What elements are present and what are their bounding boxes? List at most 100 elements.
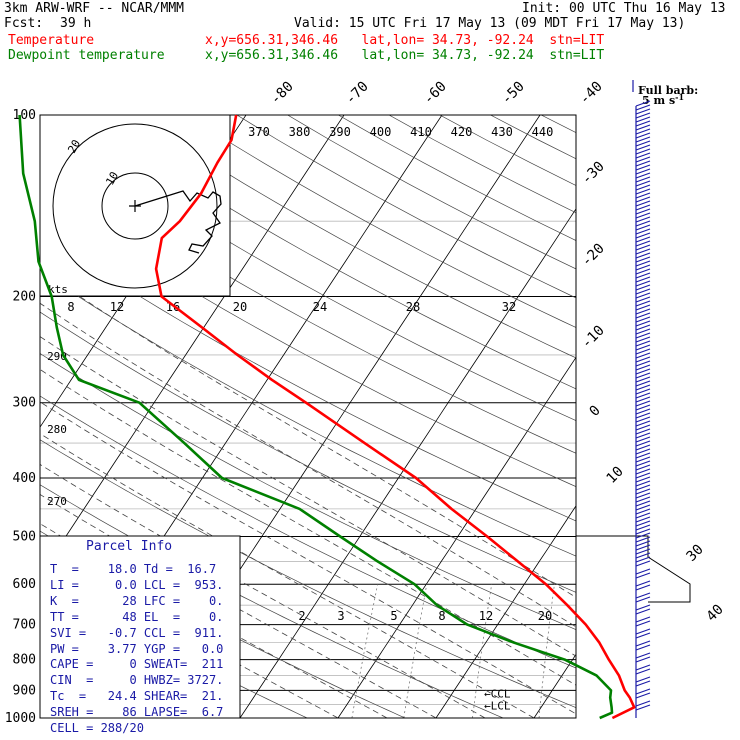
temperature-tick-label: -10 [579,323,608,352]
wind-barb [635,652,651,670]
parcel-info-row: SREH = 86 LAPSE= 6.7 [50,705,224,720]
wind-barb [635,424,651,442]
moist-adiabat-line [40,433,535,718]
wind-barb [635,208,651,226]
speed-scale-label: 32 [502,300,516,314]
wind-barb [635,664,651,682]
temperature-tick-label: -30 [579,159,608,188]
wind-barb [635,520,651,538]
hodograph-ring [101,172,169,240]
hodograph-ring-label: 10 [103,170,121,188]
dry-adiabat-line [185,115,576,328]
wind-barb [635,676,651,694]
wind-barb [635,616,651,634]
wind-barb [635,412,651,430]
dry-adiabat-line [135,115,576,359]
mixing-ratio-line [351,584,379,718]
wind-barb [635,232,651,250]
parcel-info-title: Parcel Info [86,539,173,554]
moist-adiabat-line [40,463,486,718]
init-time: Init: 00 UTC Thu 16 May 13 [522,1,726,16]
isotherm-line [239,208,576,718]
wind-barb [635,544,651,562]
speed-scale-label: 28 [406,300,420,314]
wind-barb [635,292,651,310]
theta-e-label: 400 [370,125,392,139]
dewpoint-location: x,y=656.31,346.46 lat,lon= 34.73, -92.24… [205,48,605,63]
wind-barb [635,496,651,514]
isotherm-line [337,356,576,718]
pressure-tick-label: 500 [13,529,36,544]
moist-adiabat-line [79,296,576,598]
dry-adiabat-line [40,155,576,454]
theta-e-label: 440 [532,125,554,139]
mixing-ratio-label: 2 [298,609,305,623]
parcel-info-row: TT = 48 EL = 0. [50,609,224,624]
mixing-ratio-label: 3 [337,609,344,623]
theta-e-label: 370 [248,125,270,139]
dewpoint-line [18,114,614,720]
temperature-tick-label: -70 [343,79,372,108]
wind-barb [635,100,651,118]
wind-barb [635,256,651,274]
wind-barb [635,592,651,610]
level-marker-label: ←CCL [484,688,511,701]
barb-header-label: Full barb: [638,84,698,97]
wind-barb [635,196,651,214]
wind-barb [635,556,651,574]
temperature-tick-label: -20 [579,241,608,270]
dry-adiabat-line [388,115,576,214]
theta-e-label: 410 [410,125,432,139]
fcst-hours: 39 h [60,16,92,31]
temperature-tick-label: -40 [577,79,606,108]
mixing-ratio-line [678,584,685,718]
temperature-tick-label: 40 [704,602,727,625]
dry-adiabat-line [40,311,576,593]
isotherm-line [435,505,576,718]
wind-barb [635,268,651,286]
mixing-ratio-line [403,584,428,718]
wind-barb [635,508,651,526]
wind-barb [635,400,651,418]
dry-adiabat-line [338,115,576,241]
wind-barb [635,136,651,154]
hodograph-ring-label: 20 [65,138,83,156]
parcel-info-row: LI = 0.0 LCL = 953. [50,577,224,592]
dry-adiabat-line [236,115,576,299]
wind-barb [635,376,651,394]
pressure-tick-label: 400 [13,471,36,486]
temperature-tick-label: -60 [421,79,450,108]
parcel-info-panel [39,535,241,719]
valid-time: Valid: 15 UTC Fri 17 May 13 (09 MDT Fri … [294,16,686,31]
wind-barb [635,160,651,178]
temperature-tick-label: 0 [587,403,604,420]
mixing-ratio-label: 12 [479,609,493,623]
dewpoint-legend: Dewpoint temperature [8,48,165,63]
plot-frame [39,114,577,719]
model-title: 3km ARW-WRF -- NCAR/MMM [4,1,185,16]
mixing-ratio-label: 8 [438,609,445,623]
pressure-tick-label: 100 [13,108,36,123]
dry-adiabat-line [40,395,576,669]
temperature-tick-label: 30 [684,542,707,565]
wind-barb [635,604,651,622]
dry-adiabat-line [40,193,576,488]
dry-adiabat-line [40,118,576,422]
speed-scale-label: 24 [313,300,327,314]
wind-barb [635,448,651,466]
wind-barb [635,700,651,718]
wind-barb [635,568,651,586]
mixing-ratio-line [538,584,555,718]
temperature-legend: Temperature [8,33,95,48]
pressure-tick-label: 600 [13,577,36,592]
dry-adiabat-line [40,353,576,631]
temperature-line [154,114,636,720]
temperature-location: x,y=656.31,346.46 lat,lon= 34.73, -92.24… [205,33,605,48]
temperature-tick-label: -50 [499,79,528,108]
wind-barb [635,364,651,382]
wind-barb [635,388,651,406]
parcel-info-row: Tc = 24.4 SHEAR= 21. [50,689,224,704]
moist-adiabat-line [40,401,576,715]
parcel-info-row: T = 18.0 Td = 16.7 [50,562,217,576]
speed-scale-label: 8 [67,300,74,314]
